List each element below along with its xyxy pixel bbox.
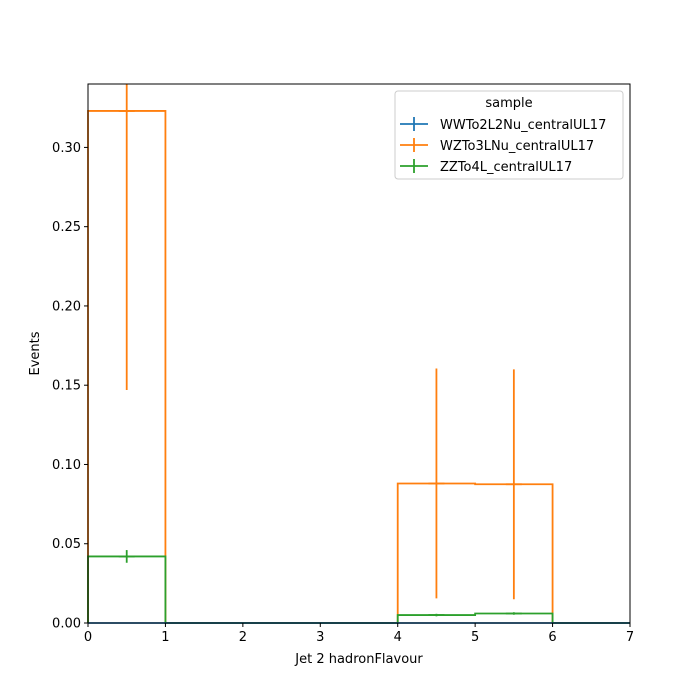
x-tick-label: 2 (239, 630, 247, 645)
legend-item: ZZTo4L_centralUL17 (400, 159, 572, 175)
y-tick-label: 0.25 (52, 220, 81, 235)
series-step-line (87, 555, 630, 624)
y-axis: 0.00 0.05 0.10 0.15 0.20 0.25 0.30 (52, 141, 88, 632)
x-tick-label: 0 (84, 630, 92, 645)
y-tick-label: 0.30 (52, 141, 81, 156)
legend-box (394, 90, 624, 180)
x-tick-label: 5 (471, 630, 479, 645)
legend-label: WWTo2L2Nu_centralUL17 (440, 118, 606, 133)
x-tick-label: 6 (548, 630, 556, 645)
legend-title: sample (485, 96, 532, 111)
y-axis-label: Events (28, 331, 43, 375)
legend: sample WWTo2L2Nu_centralUL17 WZTo3LNu_cen… (394, 90, 624, 180)
legend-label: WZTo3LNu_centralUL17 (440, 139, 594, 154)
x-tick-label: 3 (316, 630, 324, 645)
y-tick-label: 0.00 (52, 617, 81, 632)
plot-frame (87, 83, 631, 624)
series-ZZTo4L_centralUL17 (87, 550, 630, 624)
x-tick-label: 1 (161, 630, 169, 645)
y-tick-label: 0.10 (52, 458, 81, 473)
series-step-line (87, 110, 630, 624)
x-axis-label: Jet 2 hadronFlavour (294, 652, 423, 667)
legend-item: WZTo3LNu_centralUL17 (400, 138, 594, 154)
x-axis: 0 1 2 3 4 5 6 7 (84, 623, 634, 645)
legend-items: WWTo2L2Nu_centralUL17 WZTo3LNu_centralUL1… (400, 117, 606, 175)
y-tick-label: 0.05 (52, 537, 81, 552)
y-tick-label: 0.20 (52, 299, 81, 314)
y-tick-label: 0.15 (52, 379, 81, 394)
x-tick-label: 7 (626, 630, 634, 645)
x-tick-label: 4 (394, 630, 402, 645)
legend-label: ZZTo4L_centralUL17 (440, 160, 572, 175)
legend-item: WWTo2L2Nu_centralUL17 (400, 117, 606, 133)
